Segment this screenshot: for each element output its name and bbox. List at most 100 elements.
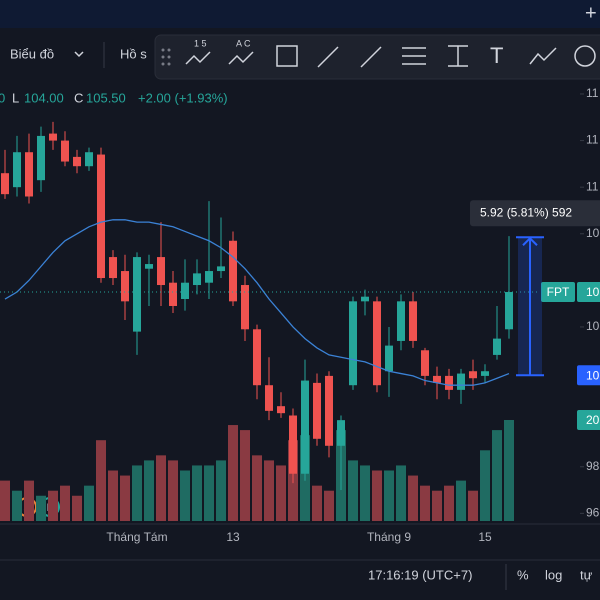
volume-bar	[156, 455, 166, 521]
volume-bar	[480, 450, 490, 521]
volume-bar	[372, 470, 382, 521]
volume-bar	[204, 465, 214, 521]
arrow-tool[interactable]	[317, 46, 339, 68]
candle-body	[25, 152, 33, 197]
measure-tag-label: 10	[586, 368, 600, 382]
candle-body	[157, 257, 165, 286]
candle-body	[481, 371, 489, 376]
volume-bar	[360, 465, 370, 521]
candle-body	[61, 140, 69, 162]
volume-bar	[72, 495, 82, 521]
volume-bar	[432, 490, 442, 521]
candle-body	[265, 385, 273, 411]
measure-box	[470, 200, 600, 227]
price-tag-label: 10	[586, 285, 600, 299]
volume-bar	[228, 425, 238, 521]
volume-bar	[348, 460, 358, 521]
clock: 17:16:19 (UTC+7)	[368, 567, 472, 582]
volume-tag	[577, 410, 600, 430]
auto-toggle[interactable]: tự	[580, 567, 593, 582]
line-tool[interactable]	[360, 46, 382, 68]
chevron	[74, 51, 84, 58]
volume-bar	[456, 480, 466, 521]
volume-bar	[12, 490, 22, 521]
text-tool[interactable]: T	[490, 43, 503, 68]
header-bar	[0, 0, 600, 28]
y-tick-label: 96	[586, 506, 600, 520]
candle-body	[241, 285, 249, 330]
arrow-head	[522, 236, 538, 246]
candle-body	[469, 371, 477, 379]
forecast-tool[interactable]	[529, 47, 557, 65]
volume-bar	[444, 485, 454, 521]
y-tick-label: 98	[586, 459, 600, 473]
more-tool[interactable]	[574, 45, 596, 67]
rect-tool[interactable]	[276, 45, 298, 67]
legend-open: 0	[0, 90, 5, 105]
pattern-tool[interactable]	[185, 51, 211, 65]
candle-body	[205, 271, 213, 283]
x-tick-label: 15	[478, 530, 492, 544]
candle-body	[301, 380, 309, 474]
volume-bar	[468, 490, 478, 521]
measure-text: 5.92 (5.81%) 592	[480, 205, 572, 219]
candle-body	[277, 406, 285, 414]
volume-bar	[252, 455, 262, 521]
legend-low-key: L	[12, 90, 19, 105]
log-toggle[interactable]: log	[545, 567, 562, 582]
candle-body	[505, 292, 513, 330]
candle-body	[337, 420, 345, 446]
volume-bar	[312, 485, 322, 521]
candle-body	[385, 345, 393, 372]
abc-tool[interactable]	[228, 51, 254, 65]
profile-menu[interactable]: Hồ s	[120, 46, 147, 61]
volume-bar	[60, 485, 70, 521]
fib-label: 1 5	[194, 38, 207, 48]
candle-body	[193, 273, 201, 286]
y-tick-label: 10	[586, 226, 600, 240]
percent-toggle[interactable]: %	[517, 567, 529, 582]
candle-body	[349, 301, 357, 386]
drawing-toolbar	[154, 34, 600, 80]
volume-bar	[84, 485, 94, 521]
candle-body	[49, 133, 57, 141]
candle-body	[325, 375, 333, 446]
candle-body	[397, 301, 405, 341]
x-tick-label: Tháng Tám	[106, 530, 167, 544]
legend-change: +2.00 (+1.93%)	[138, 90, 228, 105]
abc-label: A C	[236, 38, 251, 48]
candle-body	[289, 415, 297, 474]
measure-tag	[577, 365, 600, 386]
candle-body	[217, 266, 225, 272]
volume-bar	[396, 465, 406, 521]
candle-body	[409, 301, 417, 341]
price-tag	[577, 282, 600, 303]
volume-bar	[144, 460, 154, 521]
y-tick-label: 10	[586, 319, 600, 333]
add-tab[interactable]: +	[585, 2, 597, 24]
symbol-name: FPT	[547, 285, 570, 299]
candle-body	[457, 373, 465, 390]
volume-bar	[192, 465, 202, 521]
chart-menu[interactable]: Biểu đồ	[10, 46, 54, 61]
volume-bar	[384, 470, 394, 521]
fib-tool[interactable]	[402, 47, 426, 65]
volume-bar	[96, 440, 106, 521]
volume-bar	[132, 465, 142, 521]
measure-tool[interactable]	[448, 45, 468, 67]
candle-body	[97, 154, 105, 279]
candle-body	[145, 264, 153, 269]
candle-body	[229, 240, 237, 302]
volume-bar	[324, 490, 334, 521]
symbol-tag	[541, 282, 575, 303]
volume-bar	[408, 475, 418, 521]
candle-body	[181, 282, 189, 300]
x-tick-label: 13	[226, 530, 240, 544]
candle-body	[13, 152, 21, 188]
moving-average	[4, 219, 510, 386]
volume-bar	[120, 475, 130, 521]
volume-bar	[420, 485, 430, 521]
volume-bar	[216, 460, 226, 521]
